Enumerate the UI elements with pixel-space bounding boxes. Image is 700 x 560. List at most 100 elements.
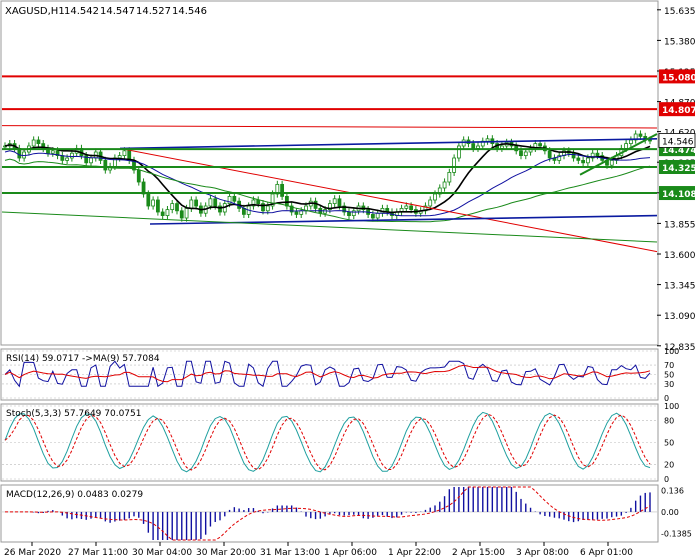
candle-body — [155, 199, 160, 213]
candle-body — [31, 139, 36, 147]
price-tick-label: 15.635 — [664, 7, 696, 17]
candle-body — [65, 157, 70, 161]
stoch-tick-label: 0 — [664, 475, 669, 484]
ohlc-close: 14.546 — [172, 6, 207, 17]
level-badge-label: 15.080 — [662, 73, 697, 83]
candle-body — [519, 150, 523, 157]
rsi-line — [4, 360, 651, 388]
level-badge-label: 14.807 — [662, 106, 697, 116]
macd-tick-label: 0.136 — [661, 487, 684, 496]
stoch-tick-label: 80 — [664, 417, 674, 426]
main-pane — [1, 75, 658, 253]
macd-tick-label: 0.00 — [661, 508, 679, 517]
candle-body — [547, 150, 552, 159]
ohlc-low: 14.527 — [136, 6, 171, 17]
candle-body — [585, 157, 590, 164]
rsi-tick-label: 50 — [664, 371, 674, 380]
candle-body — [499, 145, 504, 149]
candle-body — [170, 203, 175, 211]
level-badge — [659, 160, 695, 174]
stoch-pane-frame — [0, 403, 659, 482]
candle-body — [347, 211, 351, 216]
stoch-tick-label: 20 — [664, 460, 674, 469]
candle-body — [581, 159, 586, 164]
candle-body — [165, 209, 170, 217]
price-tick-label: 13.345 — [664, 282, 696, 292]
candle-body — [261, 203, 265, 212]
ohlc-high: 14.547 — [100, 6, 135, 17]
candle-body — [55, 150, 60, 157]
candle-body — [218, 205, 222, 213]
candle-body — [232, 195, 237, 202]
candle-body — [160, 211, 165, 216]
candle-body — [103, 159, 108, 171]
moving-average-long — [4, 158, 651, 223]
candle-body — [523, 151, 528, 156]
level-badge-label: 14.474 — [662, 146, 697, 156]
rsi-ma-line — [4, 364, 651, 383]
stoch-pane: 100 80 50 20 0 — [2, 402, 679, 484]
candle-body — [452, 157, 457, 173]
rsi-label: RSI(14) 59.0717 ->MA(9) 57.7084 — [6, 354, 160, 364]
candle-body — [609, 159, 614, 166]
candle-body — [146, 193, 151, 207]
candle-body — [351, 210, 356, 217]
candle-body — [433, 193, 437, 201]
candle-body — [638, 133, 643, 137]
candle-body — [265, 205, 270, 212]
candle-body — [241, 207, 246, 215]
candle-body — [471, 143, 476, 149]
current-price-badge — [658, 133, 696, 148]
time-tick-label: 30 Mar 20:00 — [196, 548, 256, 558]
candle-body — [428, 199, 433, 207]
candle-body — [194, 199, 199, 207]
candle-body — [447, 171, 452, 183]
candle-body — [571, 152, 576, 159]
candle-body — [184, 207, 189, 219]
candle-body — [284, 195, 289, 207]
candle-body — [117, 155, 122, 159]
trend-line-upper — [1, 125, 658, 129]
candle-body — [576, 157, 581, 161]
price-tick-label: 12.835 — [664, 343, 696, 353]
candle-body — [442, 181, 447, 189]
macd-tick-label: -0.1385 — [661, 530, 692, 539]
candle-body — [122, 150, 127, 157]
level-badge — [659, 69, 695, 84]
candle-body — [84, 155, 89, 164]
level-badge — [659, 186, 695, 201]
candle-body — [595, 152, 600, 156]
rsi-pane-frame — [0, 348, 659, 401]
level-badge — [659, 102, 695, 117]
price-tick-label: 13.090 — [664, 312, 696, 322]
stoch-tick-label: 50 — [664, 439, 674, 448]
moving-average-mid — [4, 150, 651, 217]
price-axis: 15.63515.38015.12514.87014.62014.36514.1… — [657, 7, 697, 353]
rsi-tick-label: 30 — [664, 380, 674, 389]
candle-body — [189, 199, 194, 209]
rsi-tick-label: 70 — [664, 361, 674, 370]
ohlc-open: 14.542 — [64, 6, 99, 17]
candle-body — [289, 205, 294, 213]
candle-body — [648, 139, 652, 142]
candle-body — [89, 157, 93, 164]
candle-body — [175, 203, 179, 212]
candle-body — [538, 143, 543, 147]
candle-body — [280, 183, 285, 197]
candle-body — [337, 198, 342, 207]
macd-signal-line — [5, 486, 651, 541]
candle-body — [251, 199, 256, 207]
channel-line-upper — [119, 138, 658, 150]
price-tick-label: 13.855 — [664, 220, 696, 230]
candle-body — [332, 198, 337, 205]
symbol-label: XAGUSD,H1 — [5, 6, 65, 17]
time-tick-label: 26 Mar 2020 — [4, 548, 61, 558]
support-trend-line — [1, 211, 658, 243]
time-tick-label: 30 Mar 04:00 — [132, 548, 192, 558]
level-badge-label: 14.108 — [662, 190, 697, 200]
candle-body — [409, 205, 414, 210]
current-price-label: 14.546 — [662, 137, 694, 147]
time-tick-label: 2 Apr 15:00 — [452, 548, 505, 558]
